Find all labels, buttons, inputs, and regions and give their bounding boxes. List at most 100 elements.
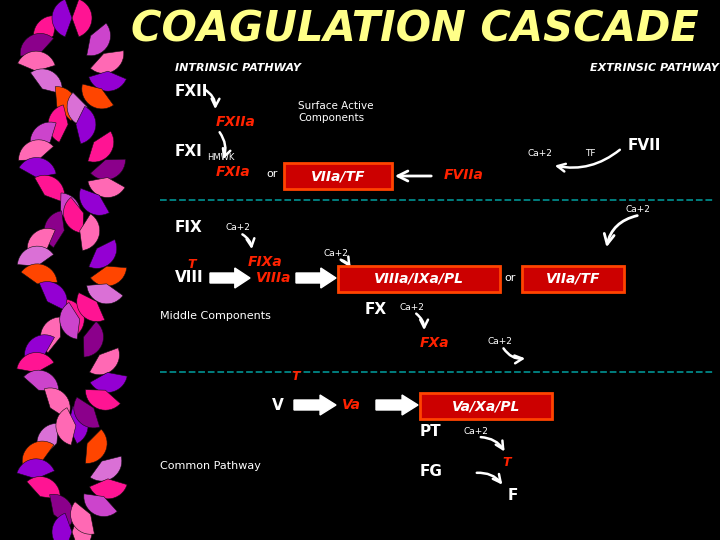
Polygon shape <box>376 395 418 415</box>
Text: or: or <box>504 273 516 283</box>
Text: VIIa/TF: VIIa/TF <box>546 272 600 286</box>
Wedge shape <box>35 176 65 202</box>
Text: Va/Xa/PL: Va/Xa/PL <box>452 399 520 413</box>
Text: Ca+2: Ca+2 <box>400 302 424 312</box>
Wedge shape <box>44 211 64 247</box>
Text: FIX: FIX <box>175 220 203 235</box>
Text: COAGULATION CASCADE: COAGULATION CASCADE <box>131 9 699 51</box>
Text: VIIa/TF: VIIa/TF <box>311 169 365 183</box>
Wedge shape <box>50 494 73 527</box>
FancyBboxPatch shape <box>338 266 500 292</box>
Wedge shape <box>84 494 117 517</box>
Wedge shape <box>22 441 54 466</box>
Text: Ca+2: Ca+2 <box>464 428 488 436</box>
Wedge shape <box>77 293 104 322</box>
Wedge shape <box>64 300 84 336</box>
Text: FXII: FXII <box>175 84 208 99</box>
Text: Ca+2: Ca+2 <box>528 150 552 159</box>
Wedge shape <box>80 214 100 251</box>
Text: TF: TF <box>585 150 595 159</box>
Wedge shape <box>48 105 68 142</box>
Wedge shape <box>27 228 55 258</box>
Wedge shape <box>90 373 127 393</box>
Wedge shape <box>86 284 123 304</box>
Wedge shape <box>37 423 58 457</box>
Text: Ca+2: Ca+2 <box>626 206 650 214</box>
Wedge shape <box>27 477 60 500</box>
Wedge shape <box>71 502 94 534</box>
Text: Va: Va <box>342 398 361 412</box>
Text: PT: PT <box>420 424 441 440</box>
Polygon shape <box>296 268 336 288</box>
Text: F: F <box>508 489 518 503</box>
Text: FXIa: FXIa <box>216 165 251 179</box>
Wedge shape <box>52 513 72 540</box>
Wedge shape <box>72 513 92 540</box>
Text: Common Pathway: Common Pathway <box>160 461 261 471</box>
Wedge shape <box>33 16 58 48</box>
Text: FG: FG <box>420 464 443 480</box>
Wedge shape <box>55 86 77 121</box>
Wedge shape <box>30 69 62 94</box>
FancyBboxPatch shape <box>420 393 552 419</box>
Text: FIXa: FIXa <box>248 255 283 269</box>
FancyBboxPatch shape <box>522 266 624 292</box>
Text: Ca+2: Ca+2 <box>487 336 513 346</box>
Text: Ca+2: Ca+2 <box>323 249 348 259</box>
Text: V: V <box>272 397 284 413</box>
Text: VIIIa: VIIIa <box>256 271 292 285</box>
Text: HMWK: HMWK <box>207 153 235 163</box>
Wedge shape <box>20 33 53 56</box>
Text: Surface Active
Components: Surface Active Components <box>298 101 374 123</box>
Text: VIII: VIII <box>175 271 204 286</box>
Wedge shape <box>30 122 56 153</box>
Wedge shape <box>17 353 54 373</box>
Wedge shape <box>91 51 124 73</box>
Text: T: T <box>503 456 511 469</box>
Wedge shape <box>40 281 67 310</box>
Wedge shape <box>86 389 120 410</box>
Text: FVII: FVII <box>628 138 662 152</box>
Wedge shape <box>24 370 58 391</box>
Wedge shape <box>79 188 109 215</box>
Wedge shape <box>56 408 76 445</box>
FancyBboxPatch shape <box>284 163 392 189</box>
Wedge shape <box>76 106 96 144</box>
Wedge shape <box>82 84 114 109</box>
Text: INTRINSIC PATHWAY: INTRINSIC PATHWAY <box>175 63 301 73</box>
Wedge shape <box>67 92 89 126</box>
Text: Middle Components: Middle Components <box>160 311 271 321</box>
Wedge shape <box>68 406 88 443</box>
Wedge shape <box>45 388 71 418</box>
Polygon shape <box>294 395 336 415</box>
Wedge shape <box>89 239 117 268</box>
Wedge shape <box>60 302 80 339</box>
Wedge shape <box>91 159 125 180</box>
Wedge shape <box>89 479 127 499</box>
Polygon shape <box>210 268 250 288</box>
Wedge shape <box>84 321 104 357</box>
Wedge shape <box>86 429 107 463</box>
Wedge shape <box>91 266 127 286</box>
Text: FXI: FXI <box>175 145 203 159</box>
Wedge shape <box>90 456 122 481</box>
Wedge shape <box>17 246 53 266</box>
Wedge shape <box>72 0 92 37</box>
Text: FX: FX <box>365 302 387 318</box>
Wedge shape <box>88 178 125 198</box>
Wedge shape <box>19 158 56 178</box>
Text: EXTRINSIC PATHWAY: EXTRINSIC PATHWAY <box>590 63 719 73</box>
Wedge shape <box>89 348 120 375</box>
Wedge shape <box>17 459 55 479</box>
Wedge shape <box>52 0 72 37</box>
Text: T: T <box>188 258 197 271</box>
Wedge shape <box>18 51 55 71</box>
Text: FXIIa: FXIIa <box>216 115 256 129</box>
Text: VIIIa/IXa/PL: VIIIa/IXa/PL <box>374 272 464 286</box>
Text: Ca+2: Ca+2 <box>225 224 251 233</box>
Wedge shape <box>60 193 81 228</box>
Wedge shape <box>89 71 126 91</box>
Wedge shape <box>86 23 111 56</box>
Wedge shape <box>63 197 84 233</box>
Wedge shape <box>21 264 58 284</box>
